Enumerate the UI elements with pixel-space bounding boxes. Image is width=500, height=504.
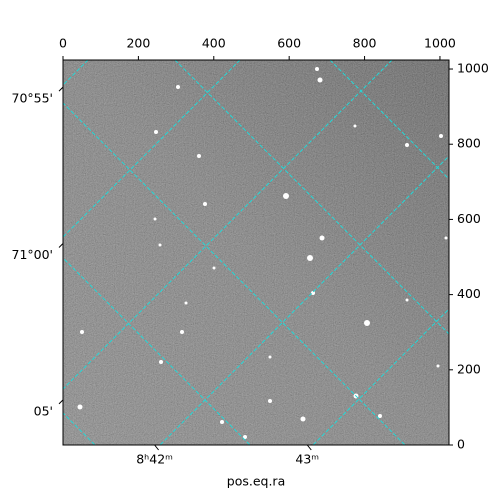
- y-tick-label: 200: [457, 361, 481, 376]
- dec-tick: [58, 243, 64, 248]
- dec-tick-label: 05': [34, 403, 53, 418]
- ra-tick: [154, 444, 159, 451]
- x-tick-label: 0: [59, 36, 67, 51]
- sky-image: [63, 60, 449, 445]
- dec-tick: [58, 86, 64, 92]
- ra-tick-label: 8ʰ42ᵐ: [136, 452, 173, 467]
- x-tick-label: 200: [126, 36, 150, 51]
- x-axis-label: pos.eq.ra: [227, 474, 285, 489]
- x-tick-label: 600: [277, 36, 301, 51]
- y-tick-label: 1000: [457, 61, 489, 76]
- dec-tick-label: 70°55': [12, 91, 54, 106]
- x-tick-label: 1000: [424, 36, 456, 51]
- ra-tick: [306, 444, 312, 451]
- ra-tick-label: 43ᵐ: [295, 452, 319, 467]
- stars: [77, 67, 448, 439]
- x-tick-label: 400: [202, 36, 226, 51]
- y-tick-label: 400: [457, 286, 481, 301]
- x-tick-label: 800: [353, 36, 377, 51]
- plot-frame: [62, 59, 450, 446]
- dec-tick: [58, 399, 64, 405]
- y-tick-label: 600: [457, 211, 481, 226]
- coordinate-grid: [63, 60, 449, 445]
- dec-tick-label: 71°00': [12, 247, 54, 262]
- y-tick-label: 800: [457, 136, 481, 151]
- y-tick-label: 0: [457, 437, 465, 452]
